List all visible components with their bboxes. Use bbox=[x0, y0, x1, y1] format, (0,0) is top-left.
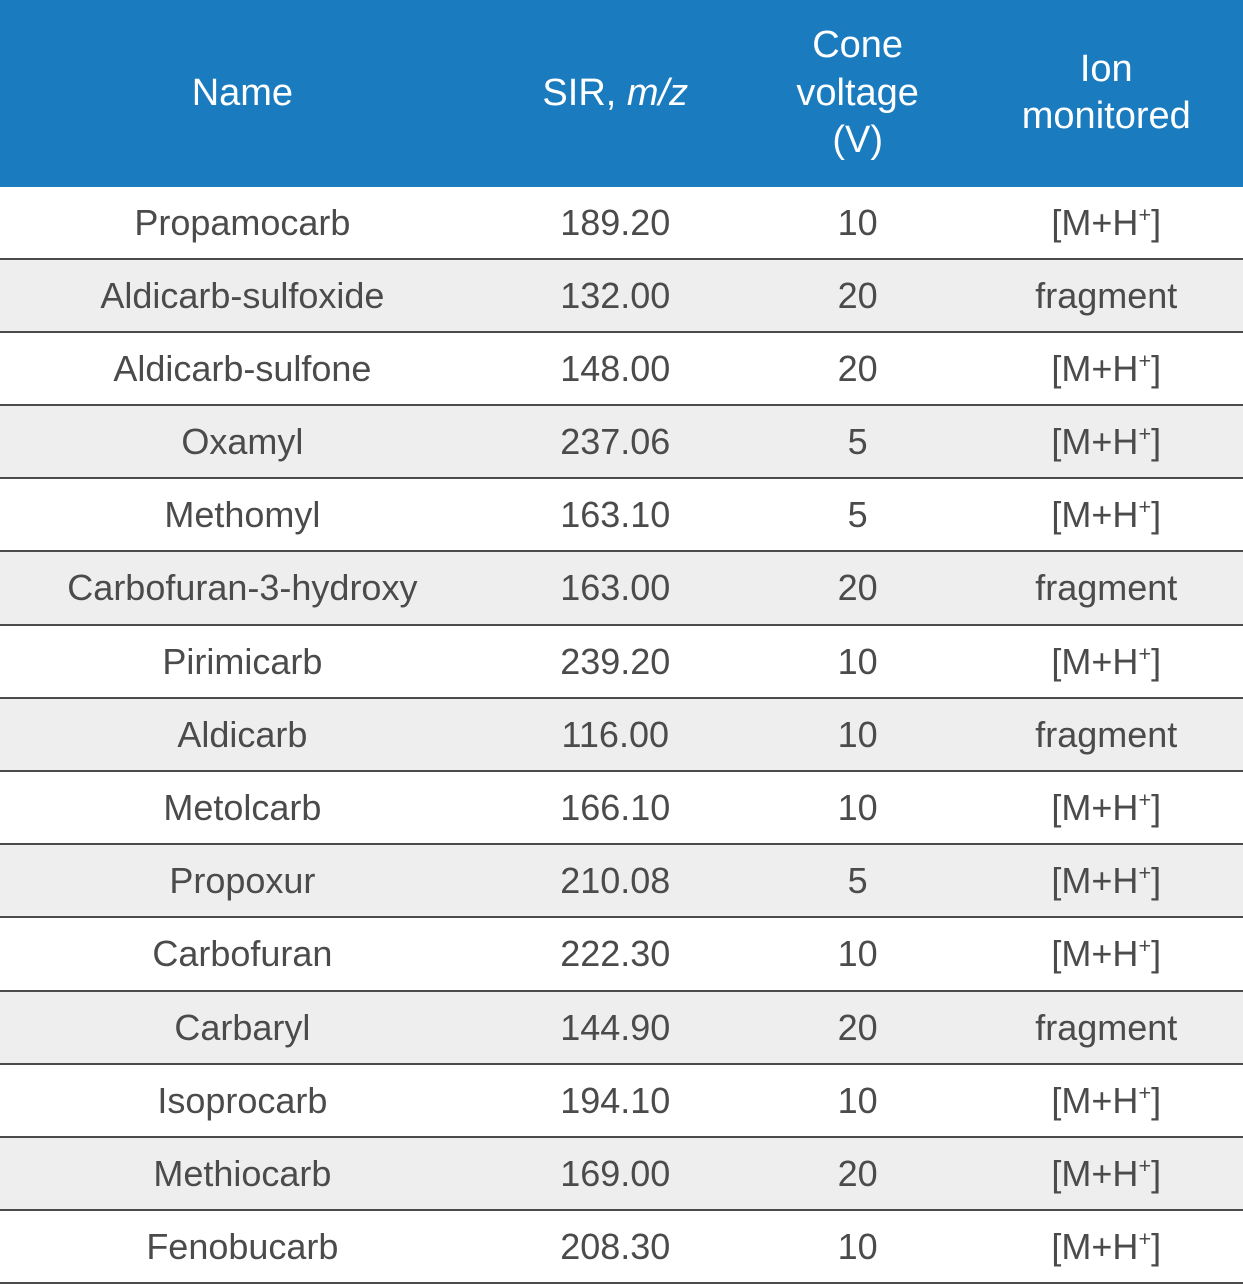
cell-cone: 10 bbox=[746, 771, 970, 844]
cell-cone: 5 bbox=[746, 844, 970, 917]
table-row: Methiocarb169.0020[M+H+] bbox=[0, 1137, 1243, 1210]
table-row: Metolcarb166.1010[M+H+] bbox=[0, 771, 1243, 844]
cell-sir: 208.30 bbox=[485, 1210, 746, 1283]
cell-cone: 5 bbox=[746, 478, 970, 551]
table-row: Carbofuran-3-hydroxy163.0020fragment bbox=[0, 551, 1243, 624]
cell-cone: 10 bbox=[746, 187, 970, 259]
table-row: Carbofuran222.3010[M+H+] bbox=[0, 917, 1243, 990]
cell-cone: 10 bbox=[746, 1064, 970, 1137]
cell-cone: 5 bbox=[746, 405, 970, 478]
cell-ion: [M+H+] bbox=[970, 917, 1243, 990]
cell-name: Carbofuran bbox=[0, 917, 485, 990]
cell-name: Methomyl bbox=[0, 478, 485, 551]
cell-name: Isoprocarb bbox=[0, 1064, 485, 1137]
cell-sir: 116.00 bbox=[485, 698, 746, 771]
cell-ion: [M+H+] bbox=[970, 1210, 1243, 1283]
cell-sir: 148.00 bbox=[485, 332, 746, 405]
cell-ion: [M+H+] bbox=[970, 187, 1243, 259]
col-header-sir: SIR, m/z bbox=[485, 0, 746, 187]
table-row: Propoxur210.085[M+H+] bbox=[0, 844, 1243, 917]
cell-cone: 10 bbox=[746, 625, 970, 698]
cell-sir: 239.20 bbox=[485, 625, 746, 698]
cell-name: Carbofuran-3-hydroxy bbox=[0, 551, 485, 624]
table-header: Name SIR, m/z Cone voltage (V) Ion monit… bbox=[0, 0, 1243, 187]
table-row: Oxamyl237.065[M+H+] bbox=[0, 405, 1243, 478]
cell-ion: fragment bbox=[970, 991, 1243, 1064]
compound-table-wrap: Name SIR, m/z Cone voltage (V) Ion monit… bbox=[0, 0, 1243, 1284]
table-row: Propamocarb189.2010[M+H+] bbox=[0, 187, 1243, 259]
col-header-sir-prefix: SIR, bbox=[542, 72, 626, 114]
cell-sir: 237.06 bbox=[485, 405, 746, 478]
col-header-ion-l2: monitored bbox=[1022, 95, 1191, 137]
col-header-ion-l1: Ion bbox=[1080, 48, 1133, 90]
cell-sir: 163.00 bbox=[485, 551, 746, 624]
table-row: Pirimicarb239.2010[M+H+] bbox=[0, 625, 1243, 698]
cell-sir: 194.10 bbox=[485, 1064, 746, 1137]
cell-name: Metolcarb bbox=[0, 771, 485, 844]
cell-cone: 20 bbox=[746, 991, 970, 1064]
cell-name: Pirimicarb bbox=[0, 625, 485, 698]
cell-cone: 10 bbox=[746, 698, 970, 771]
cell-ion: fragment bbox=[970, 551, 1243, 624]
table-body: Propamocarb189.2010[M+H+]Aldicarb-sulfox… bbox=[0, 187, 1243, 1284]
cell-sir: 166.10 bbox=[485, 771, 746, 844]
table-row: Methomyl163.105[M+H+] bbox=[0, 478, 1243, 551]
cell-name: Aldicarb bbox=[0, 698, 485, 771]
cell-sir: 210.08 bbox=[485, 844, 746, 917]
table-row: Fenobucarb208.3010[M+H+] bbox=[0, 1210, 1243, 1283]
cell-name: Carbaryl bbox=[0, 991, 485, 1064]
table-row: Aldicarb116.0010fragment bbox=[0, 698, 1243, 771]
cell-cone: 20 bbox=[746, 1137, 970, 1210]
cell-name: Oxamyl bbox=[0, 405, 485, 478]
cell-name: Methiocarb bbox=[0, 1137, 485, 1210]
cell-ion: fragment bbox=[970, 698, 1243, 771]
table-row: Isoprocarb194.1010[M+H+] bbox=[0, 1064, 1243, 1137]
cell-ion: [M+H+] bbox=[970, 1137, 1243, 1210]
table-row: Carbaryl144.9020fragment bbox=[0, 991, 1243, 1064]
col-header-ion: Ion monitored bbox=[970, 0, 1243, 187]
table-row: Aldicarb-sulfone148.0020[M+H+] bbox=[0, 332, 1243, 405]
cell-sir: 169.00 bbox=[485, 1137, 746, 1210]
cell-sir: 132.00 bbox=[485, 259, 746, 332]
cell-cone: 10 bbox=[746, 1210, 970, 1283]
cell-cone: 20 bbox=[746, 332, 970, 405]
cell-ion: [M+H+] bbox=[970, 625, 1243, 698]
cell-name: Aldicarb-sulfoxide bbox=[0, 259, 485, 332]
col-header-cone-l2: voltage bbox=[796, 72, 919, 114]
col-header-cone-l3: (V) bbox=[832, 119, 883, 161]
cell-ion: [M+H+] bbox=[970, 771, 1243, 844]
cell-ion: [M+H+] bbox=[970, 332, 1243, 405]
compound-table: Name SIR, m/z Cone voltage (V) Ion monit… bbox=[0, 0, 1243, 1284]
cell-name: Propoxur bbox=[0, 844, 485, 917]
cell-ion: fragment bbox=[970, 259, 1243, 332]
cell-cone: 20 bbox=[746, 259, 970, 332]
cell-name: Fenobucarb bbox=[0, 1210, 485, 1283]
cell-name: Propamocarb bbox=[0, 187, 485, 259]
cell-sir: 189.20 bbox=[485, 187, 746, 259]
cell-cone: 20 bbox=[746, 551, 970, 624]
table-header-row: Name SIR, m/z Cone voltage (V) Ion monit… bbox=[0, 0, 1243, 187]
cell-cone: 10 bbox=[746, 917, 970, 990]
cell-sir: 222.30 bbox=[485, 917, 746, 990]
col-header-name: Name bbox=[0, 0, 485, 187]
cell-ion: [M+H+] bbox=[970, 1064, 1243, 1137]
col-header-name-label: Name bbox=[192, 72, 293, 114]
table-row: Aldicarb-sulfoxide132.0020fragment bbox=[0, 259, 1243, 332]
col-header-cone: Cone voltage (V) bbox=[746, 0, 970, 187]
col-header-cone-l1: Cone bbox=[812, 24, 903, 66]
col-header-sir-italic: m/z bbox=[627, 72, 688, 114]
cell-ion: [M+H+] bbox=[970, 478, 1243, 551]
cell-sir: 163.10 bbox=[485, 478, 746, 551]
cell-ion: [M+H+] bbox=[970, 405, 1243, 478]
cell-sir: 144.90 bbox=[485, 991, 746, 1064]
cell-ion: [M+H+] bbox=[970, 844, 1243, 917]
cell-name: Aldicarb-sulfone bbox=[0, 332, 485, 405]
